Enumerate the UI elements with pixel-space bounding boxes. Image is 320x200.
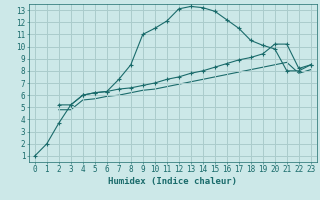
- X-axis label: Humidex (Indice chaleur): Humidex (Indice chaleur): [108, 177, 237, 186]
